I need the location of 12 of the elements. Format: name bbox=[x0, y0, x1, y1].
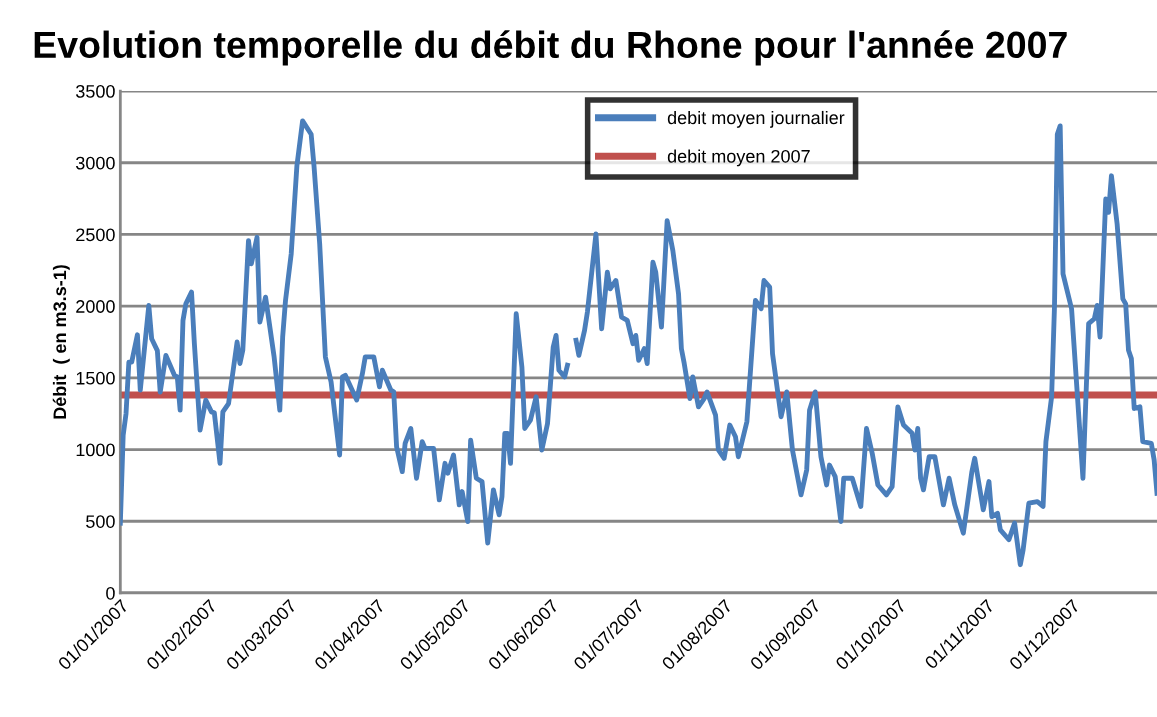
y-tick-label: 2500 bbox=[76, 228, 115, 242]
y-tick-label: 0 bbox=[106, 586, 115, 600]
y-tick-label: 1500 bbox=[76, 371, 115, 385]
chart-title: Evolution temporelle du débit du Rhone pour l'année 2007 bbox=[34, 30, 1067, 66]
y-tick-label: 500 bbox=[86, 515, 115, 528]
y-tick-label: 3000 bbox=[75, 156, 115, 170]
legend-label: debit moyen journalier bbox=[667, 110, 845, 128]
y-axis-title: Débit ( en m3.s-1) bbox=[52, 265, 70, 419]
y-tick-label: 1000 bbox=[76, 443, 115, 457]
legend-label: debit moyen 2007 bbox=[667, 149, 810, 167]
y-tick-label: 2000 bbox=[76, 300, 115, 313]
y-tick-label: 3500 bbox=[75, 84, 115, 98]
